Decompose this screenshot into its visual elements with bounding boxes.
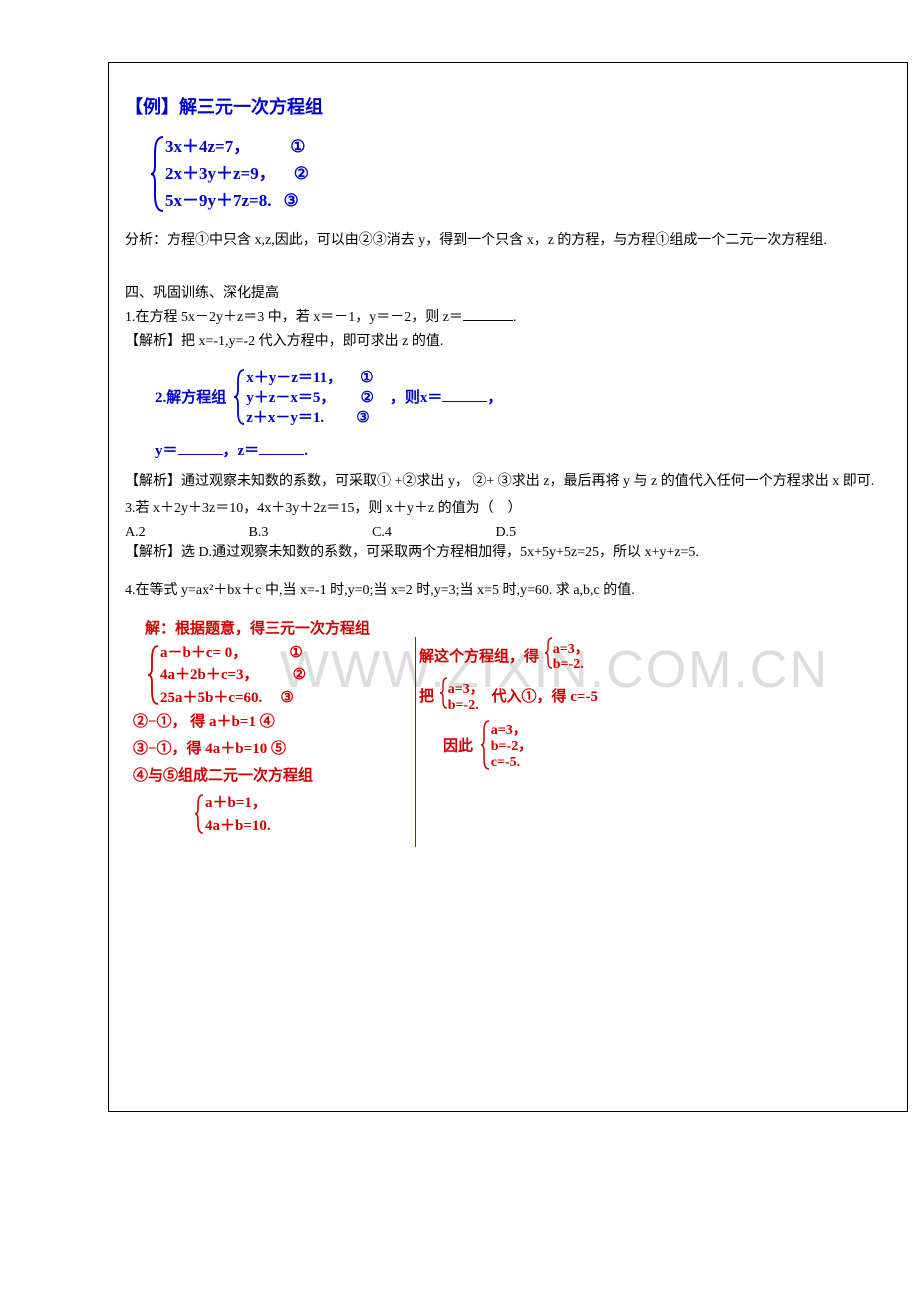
example-title: 【例】解三元一次方程组 bbox=[125, 93, 891, 119]
brace-icon bbox=[195, 793, 207, 835]
q2-tail-t: ，则x＝ bbox=[390, 390, 443, 406]
q4-right-t3: 因此 a=3， b=-2， c=-5. bbox=[443, 723, 679, 771]
q4-rt1: 解这个方程组，得 bbox=[419, 649, 539, 665]
section4: 四、巩固训练、深化提高 1.在方程 5x－2y＋z＝3 中，若 x＝－1，y＝－… bbox=[125, 282, 891, 837]
q2-eq1-t: x＋y－z＝11， bbox=[246, 370, 342, 386]
q4-rt2a: 把 bbox=[419, 689, 434, 705]
q1-text-b: . bbox=[513, 310, 517, 325]
q4-eq3-t: 25a＋5b＋c=60. bbox=[160, 690, 262, 706]
q2-tail: ，则x＝， bbox=[390, 386, 503, 407]
q4-sys2-eq1: a＋b=1， bbox=[205, 792, 405, 815]
choice-d: D.5 bbox=[496, 525, 616, 541]
q4-sys2: a＋b=1， 4a＋b=10. bbox=[205, 792, 405, 837]
q4-eq1-t: a－b＋c= 0， bbox=[160, 645, 247, 661]
q2-eq3-t: z＋x－y＝1. bbox=[246, 410, 324, 426]
q4-sol-title: 解：根据题意，得三元一次方程组 bbox=[145, 617, 891, 638]
q1-analysis: 【解析】把 x=-1,y=-2 代入方程中，即可求出 z 的值. bbox=[125, 330, 891, 354]
q4-sys2-eq2: 4a＋b=10. bbox=[205, 815, 405, 838]
q4-n3: ③ bbox=[280, 687, 293, 710]
q4-rt2b: 代入①，得 c=-5 bbox=[492, 689, 598, 705]
eq3-num: ③ bbox=[283, 187, 298, 214]
q4-n1: ① bbox=[289, 642, 302, 665]
eq2-num: ② bbox=[294, 160, 309, 187]
q4-right-t2: 把 a=3， b=-2. 代入①，得 c=-5 bbox=[419, 682, 679, 713]
system1: 3x＋4z=7， ① 2x＋3y＋z=9， ② 5x－9y＋7z=8. ③ bbox=[165, 133, 891, 215]
q2-label: 2.解方程组 bbox=[155, 386, 226, 407]
eq1-num: ① bbox=[290, 133, 305, 160]
eq3: 5x－9y＋7z=8. ③ bbox=[165, 187, 891, 214]
q4-rs2b: b=-2. bbox=[448, 698, 479, 713]
q2-n3: ③ bbox=[356, 408, 369, 428]
q2-eq2-t: y＋z－x＝5， bbox=[246, 390, 335, 406]
eq1-text: 3x＋4z=7， bbox=[165, 137, 250, 156]
q2: 2.解方程组 x＋y－z＝11， ① y＋z－x＝5， ② z＋x－y＝1. ③ ，则… bbox=[155, 368, 891, 429]
q4-eq2: 4a＋2b＋c=3， ② bbox=[160, 664, 405, 687]
q4-rt3: 因此 bbox=[443, 739, 473, 755]
q2-ba: y＝ bbox=[155, 443, 178, 459]
q4-rsys2: a=3， b=-2. bbox=[448, 682, 484, 713]
eq3-text: 5x－9y＋7z=8. bbox=[165, 191, 271, 210]
eq2: 2x＋3y＋z=9， ② bbox=[165, 160, 891, 187]
q2-n1: ① bbox=[360, 368, 373, 388]
q2-n2: ② bbox=[360, 388, 373, 408]
q4-n2: ② bbox=[293, 664, 306, 687]
page-container: 【例】解三元一次方程组 3x＋4z=7， ① 2x＋3y＋z=9， ② 5x－9y＋… bbox=[108, 62, 908, 1112]
q4-rs1a: a=3， bbox=[553, 642, 589, 657]
q2-bc: . bbox=[304, 443, 308, 459]
q1-blank bbox=[463, 307, 513, 321]
q3-analysis: 【解析】选 D.通过观察未知数的系数，可采取两个方程相加得，5x+5y+5z=2… bbox=[125, 541, 891, 565]
eq1: 3x＋4z=7， ① bbox=[165, 133, 891, 160]
q4-rs3b: b=-2， bbox=[491, 739, 532, 754]
q4-right-t1: 解这个方程组，得 a=3， b=-2. bbox=[419, 642, 679, 673]
brace-icon bbox=[234, 368, 248, 426]
choice-a: A.2 bbox=[125, 525, 245, 541]
choice-c: C.4 bbox=[372, 525, 492, 541]
q4-rs3c: c=-5. bbox=[491, 755, 520, 770]
q1-text-a: 1.在方程 5x－2y＋z＝3 中，若 x＝－1，y＝－2，则 z＝ bbox=[125, 310, 463, 325]
brace-icon bbox=[545, 636, 555, 670]
brace-icon bbox=[481, 719, 493, 771]
q4-sys1: a－b＋c= 0， ① 4a＋2b＋c=3， ② 25a＋5b＋c=60. ③ bbox=[160, 642, 405, 710]
q4-rsys3: a=3， b=-2， c=-5. bbox=[491, 723, 532, 771]
brace-icon bbox=[151, 135, 167, 213]
brace-icon bbox=[440, 676, 450, 710]
q2-bottom: y＝ ，z＝. bbox=[155, 439, 891, 460]
q4-right: 解这个方程组，得 a=3， b=-2. 把 bbox=[419, 638, 679, 772]
q4-eq2-t: 4a＋2b＋c=3， bbox=[160, 667, 259, 683]
q4-step2: ③−①，得 4a＋b=10 ⑤ bbox=[133, 736, 405, 763]
q2-blank-z bbox=[259, 443, 304, 455]
q4-rs1b: b=-2. bbox=[553, 657, 584, 672]
q4-solution: 解：根据题意，得三元一次方程组 a－b＋c= 0， ① 4a＋2b＋c=3， ② 2… bbox=[125, 617, 891, 838]
q2-system: x＋y－z＝11， ① y＋z－x＝5， ② z＋x－y＝1. ③ bbox=[246, 368, 374, 429]
q4-rs2a: a=3， bbox=[448, 682, 484, 697]
q2-eq2: y＋z－x＝5， ② bbox=[246, 388, 374, 408]
q2-blank-y bbox=[178, 443, 223, 455]
q1: 1.在方程 5x－2y＋z＝3 中，若 x＝－1，y＝－2，则 z＝. bbox=[125, 306, 891, 330]
analysis1: 分析：方程①中只含 x,z,因此，可以由②③消去 y，得到一个只含 x，z 的方… bbox=[125, 229, 891, 253]
q2-bb: ，z＝ bbox=[223, 443, 260, 459]
q4-eq3: 25a＋5b＋c=60. ③ bbox=[160, 687, 405, 710]
q2-eq3: z＋x－y＝1. ③ bbox=[246, 408, 374, 428]
q4-step1: ②−①， 得 a＋b=1 ④ bbox=[133, 709, 405, 736]
brace-icon bbox=[148, 644, 162, 706]
q4-left: a－b＋c= 0， ① 4a＋2b＋c=3， ② 25a＋5b＋c=60. ③ ②−①… bbox=[125, 638, 405, 838]
q2-blank-x bbox=[442, 390, 487, 402]
q4-rs3a: a=3， bbox=[491, 723, 527, 738]
section4-title: 四、巩固训练、深化提高 bbox=[125, 282, 891, 306]
q4-rsys1: a=3， b=-2. bbox=[553, 642, 589, 673]
q4-eq1: a－b＋c= 0， ① bbox=[160, 642, 405, 665]
q3-choices: A.2 B.3 C.4 D.5 bbox=[125, 525, 891, 541]
q3: 3.若 x＋2y＋3z＝10，4x＋3y＋2z＝15，则 x＋y＋z 的值为（ … bbox=[125, 497, 891, 521]
eq2-text: 2x＋3y＋z=9， bbox=[165, 164, 276, 183]
choice-b: B.3 bbox=[249, 525, 369, 541]
q4-step3: ④与⑤组成二元一次方程组 bbox=[133, 763, 405, 790]
q2-analysis: 【解析】通过观察未知数的系数，可采取① +②求出 y， ②+ ③求出 z，最后再… bbox=[125, 470, 891, 494]
q4: 4.在等式 y=ax²＋bx＋c 中,当 x=-1 时,y=0;当 x=2 时,… bbox=[125, 579, 891, 603]
q2-eq1: x＋y－z＝11， ① bbox=[246, 368, 374, 388]
q4-divider bbox=[415, 637, 416, 847]
